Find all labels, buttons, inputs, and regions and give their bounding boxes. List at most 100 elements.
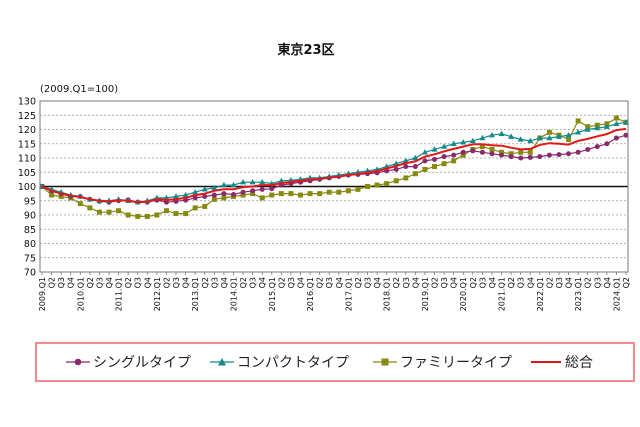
data-point: [432, 164, 438, 170]
x-tick-label: Q2: [277, 277, 286, 288]
data-point: [96, 209, 102, 215]
data-point: [240, 192, 246, 198]
data-point: [575, 118, 581, 124]
data-point: [135, 213, 141, 219]
x-tick-label: 2020.Q1: [459, 277, 468, 311]
legend: シングルタイプ コンパクトタイプ ファミリータイプ 総合: [35, 342, 635, 382]
data-point: [412, 171, 418, 177]
data-point: [470, 148, 476, 154]
y-axis-label: (2009.Q1=100): [40, 84, 118, 95]
y-tick-label: 90: [24, 211, 36, 222]
chart-title: 東京23区: [277, 42, 334, 58]
data-point: [604, 141, 610, 147]
legend-label-family: ファミリータイプ: [400, 355, 512, 371]
x-tick-label: Q4: [220, 277, 229, 288]
data-point: [432, 156, 438, 162]
data-point: [508, 154, 514, 160]
data-point: [365, 184, 371, 189]
data-point: [249, 179, 256, 185]
x-tick-label: Q2: [545, 277, 554, 288]
data-point: [613, 115, 619, 121]
x-tick-label: Q2: [162, 277, 171, 288]
y-tick-label: 120: [18, 125, 36, 136]
data-point: [450, 140, 457, 146]
data-point: [202, 203, 208, 209]
x-tick-label: Q3: [555, 277, 564, 288]
data-point: [374, 182, 380, 188]
data-point: [508, 151, 514, 157]
data-point: [460, 139, 467, 145]
data-point: [566, 151, 572, 157]
data-point: [192, 195, 198, 201]
x-tick-label: Q3: [440, 277, 449, 288]
data-point: [498, 130, 505, 136]
data-point: [488, 132, 495, 138]
data-point: [546, 134, 553, 141]
x-tick-label: Q2: [507, 277, 516, 288]
x-tick-label: Q2: [392, 277, 401, 288]
data-point: [221, 195, 227, 201]
y-tick-label: 105: [18, 168, 36, 179]
legend-marker-circle-icon: [66, 358, 90, 366]
plot-area-frame: [39, 100, 629, 273]
x-tick-label: Q2: [201, 277, 210, 288]
y-tick-label: 130: [18, 97, 36, 108]
x-tick-label: Q4: [603, 277, 612, 288]
data-point: [384, 181, 390, 187]
data-point: [575, 129, 582, 135]
x-tick-label: Q2: [469, 277, 478, 288]
series-3: [41, 127, 627, 204]
x-tick-label: Q4: [488, 277, 497, 288]
data-point: [250, 188, 256, 194]
data-point: [518, 155, 524, 161]
data-point: [403, 175, 409, 181]
legend-label-compact: コンパクトタイプ: [237, 355, 349, 371]
x-tick-label: Q4: [258, 277, 267, 288]
data-point: [594, 144, 600, 150]
x-tick-label: Q2: [622, 277, 631, 288]
data-point: [345, 188, 351, 194]
data-point: [518, 149, 524, 155]
x-tick-label: Q3: [517, 277, 526, 288]
data-point: [421, 149, 428, 155]
data-point: [479, 134, 486, 141]
data-point: [259, 195, 265, 201]
y-tick-label: 100: [18, 182, 36, 193]
data-point: [489, 146, 495, 152]
data-point: [202, 193, 208, 199]
data-point: [259, 179, 266, 185]
x-tick-label: 2023.Q1: [574, 277, 583, 311]
data-point: [555, 133, 562, 139]
data-point: [230, 181, 237, 188]
data-point: [211, 196, 217, 202]
x-tick-label: Q2: [48, 277, 57, 288]
y-axis-ticks: 70 75 80 85 90 95 100 105 110 115 120 125 130: [18, 97, 36, 279]
legend-line-icon: [531, 361, 561, 363]
data-point: [441, 161, 447, 167]
x-tick-label: Q3: [402, 277, 411, 288]
data-point: [278, 177, 285, 183]
data-point: [77, 201, 83, 207]
x-tick-label: 2013.Q1: [191, 277, 200, 311]
data-point: [575, 149, 581, 155]
x-tick-label: 2016.Q1: [306, 277, 315, 311]
data-point: [556, 152, 562, 158]
legend-item-single: シングルタイプ: [65, 344, 191, 380]
x-tick-label: Q3: [57, 277, 66, 288]
data-point: [584, 126, 591, 132]
x-tick-label: Q4: [182, 277, 191, 288]
data-point: [326, 189, 332, 195]
data-point: [479, 149, 485, 155]
data-point: [144, 213, 150, 219]
data-point: [106, 209, 112, 215]
x-tick-label: Q3: [478, 277, 487, 288]
x-tick-label: 2021.Q1: [498, 277, 507, 311]
data-point: [230, 191, 236, 197]
data-point: [192, 205, 198, 211]
data-point: [211, 184, 218, 191]
data-point: [594, 124, 601, 131]
x-tick-label: Q2: [584, 277, 593, 288]
series-line: [41, 127, 627, 204]
data-point: [479, 144, 485, 150]
data-point: [566, 136, 572, 142]
